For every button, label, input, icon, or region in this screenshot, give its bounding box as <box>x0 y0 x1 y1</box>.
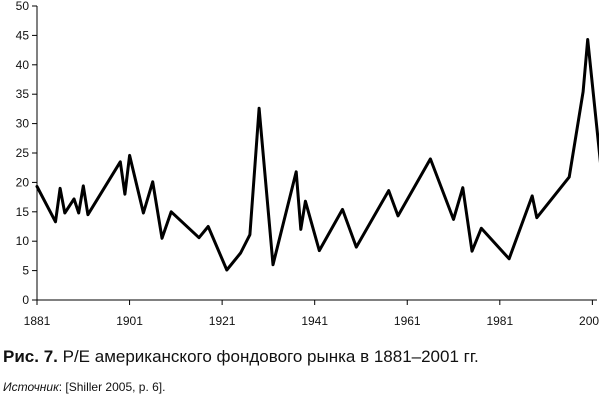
series-group <box>37 40 599 271</box>
figure-number: Рис. 7. <box>3 347 58 366</box>
y-tick-label: 30 <box>16 117 30 131</box>
y-tick-label: 15 <box>16 205 30 219</box>
x-axis: 1881 1901 1921 1941 1961 1981 2001 <box>24 300 599 328</box>
source-note: Источник: [Shiller 2005, p. 6]. <box>3 380 165 394</box>
source-text: : [Shiller 2005, p. 6]. <box>59 380 166 394</box>
source-label: Источник <box>3 380 59 394</box>
y-tick-label: 25 <box>16 146 30 160</box>
y-tick-label: 20 <box>16 175 30 189</box>
x-tick-label: 1881 <box>24 314 51 328</box>
x-tick-label: 1941 <box>301 314 328 328</box>
y-tick-label: 0 <box>22 293 29 307</box>
y-tick-label: 35 <box>16 87 30 101</box>
y-axis: 0 5 10 15 20 25 30 35 40 45 50 <box>16 0 37 307</box>
y-tick-label: 40 <box>16 58 30 72</box>
y-tick-label: 10 <box>16 234 30 248</box>
x-tick-label: 2001 <box>579 314 599 328</box>
x-tick-label: 1961 <box>394 314 421 328</box>
y-tick-label: 45 <box>16 28 30 42</box>
y-tick-label: 5 <box>22 264 29 278</box>
figure-caption-text: P/E американского фондового рынка в 1881… <box>63 347 479 366</box>
x-tick-label: 1901 <box>116 314 143 328</box>
figure-caption: Рис. 7. P/E американского фондового рынк… <box>3 347 479 367</box>
x-tick-label: 1921 <box>209 314 236 328</box>
y-tick-label: 50 <box>16 0 30 13</box>
pe-series-line <box>37 40 599 271</box>
pe-line-chart: 0 5 10 15 20 25 30 35 40 45 50 1881 1901 1921 1941 196… <box>0 0 599 340</box>
x-tick-label: 1981 <box>486 314 513 328</box>
